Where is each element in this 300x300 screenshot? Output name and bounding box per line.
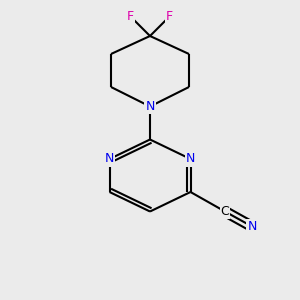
Text: C: C [220, 205, 230, 218]
Text: N: N [105, 152, 114, 166]
Text: F: F [127, 10, 134, 23]
Text: N: N [186, 152, 195, 166]
Text: N: N [247, 220, 257, 233]
Text: F: F [166, 10, 173, 23]
Text: N: N [145, 100, 155, 113]
